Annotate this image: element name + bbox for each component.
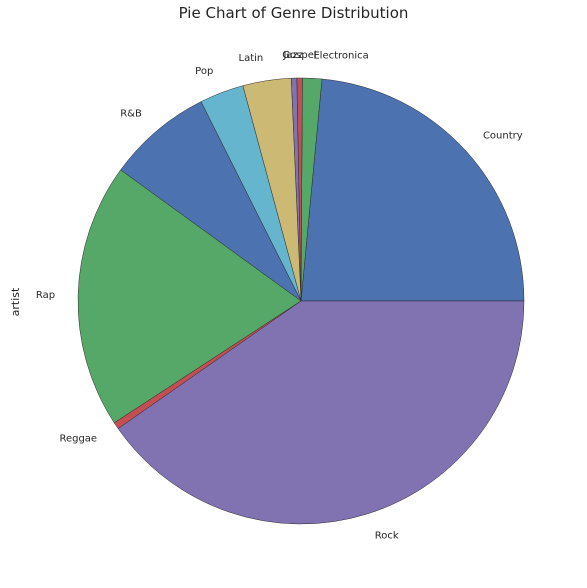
pie-slice-label-rock: Rock <box>375 531 399 542</box>
pie-slice-label-reggae: Reggae <box>59 434 97 445</box>
pie-slice-r-b <box>120 101 302 302</box>
pie-slice-country <box>300 78 525 302</box>
pie-slices <box>77 77 525 525</box>
pie-slice-label-latin: Latin <box>239 53 264 64</box>
chart-title: Pie Chart of Genre Distribution <box>178 4 409 22</box>
pie-slice-rock <box>117 300 525 525</box>
pie-slice-label-rap: Rap <box>36 290 55 301</box>
pie-slice-label-pop: Pop <box>195 66 213 77</box>
pie-slice-label-gospel: Gospel <box>282 50 316 61</box>
pie-slice-label-electronica: Electronica <box>313 50 368 61</box>
pie-slice-rap <box>77 169 302 424</box>
pie-slice-label-country: Country <box>483 130 523 141</box>
pie-slice-label-r-b: R&B <box>120 108 142 119</box>
pie-slice-label-jazz: Jazz <box>282 50 303 61</box>
